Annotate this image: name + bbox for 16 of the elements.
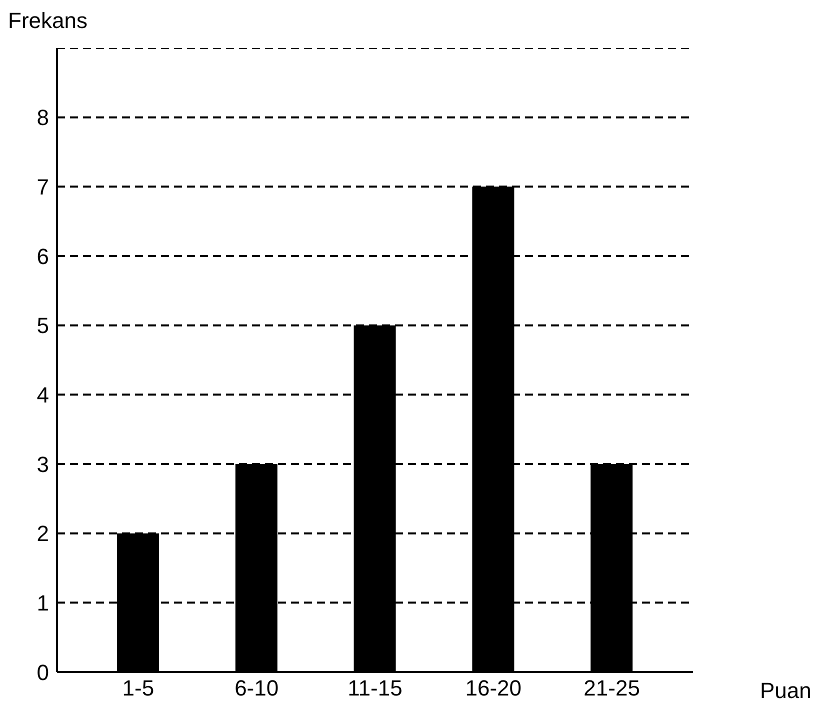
- y-tick-label: 8: [36, 105, 49, 130]
- y-tick-label: 0: [36, 660, 49, 685]
- x-tick-label: 21-25: [584, 676, 640, 701]
- y-tick-label: 1: [36, 590, 49, 616]
- y-axis-title: Frekans: [8, 8, 88, 34]
- x-tick-label: 16-20: [465, 676, 522, 701]
- y-tick-label: 3: [36, 452, 49, 477]
- y-tick-label: 4: [36, 382, 49, 408]
- y-tick-label: 2: [36, 521, 49, 546]
- x-axis-title: Puan: [760, 678, 812, 704]
- y-tick-label: 7: [36, 174, 49, 200]
- x-tick-label: 6-10: [234, 676, 279, 701]
- x-tick-label: 11-15: [348, 676, 402, 701]
- x-tick-label: 1-5: [122, 676, 154, 701]
- y-tick-label: 5: [36, 313, 49, 338]
- y-tick-label: 6: [36, 244, 49, 269]
